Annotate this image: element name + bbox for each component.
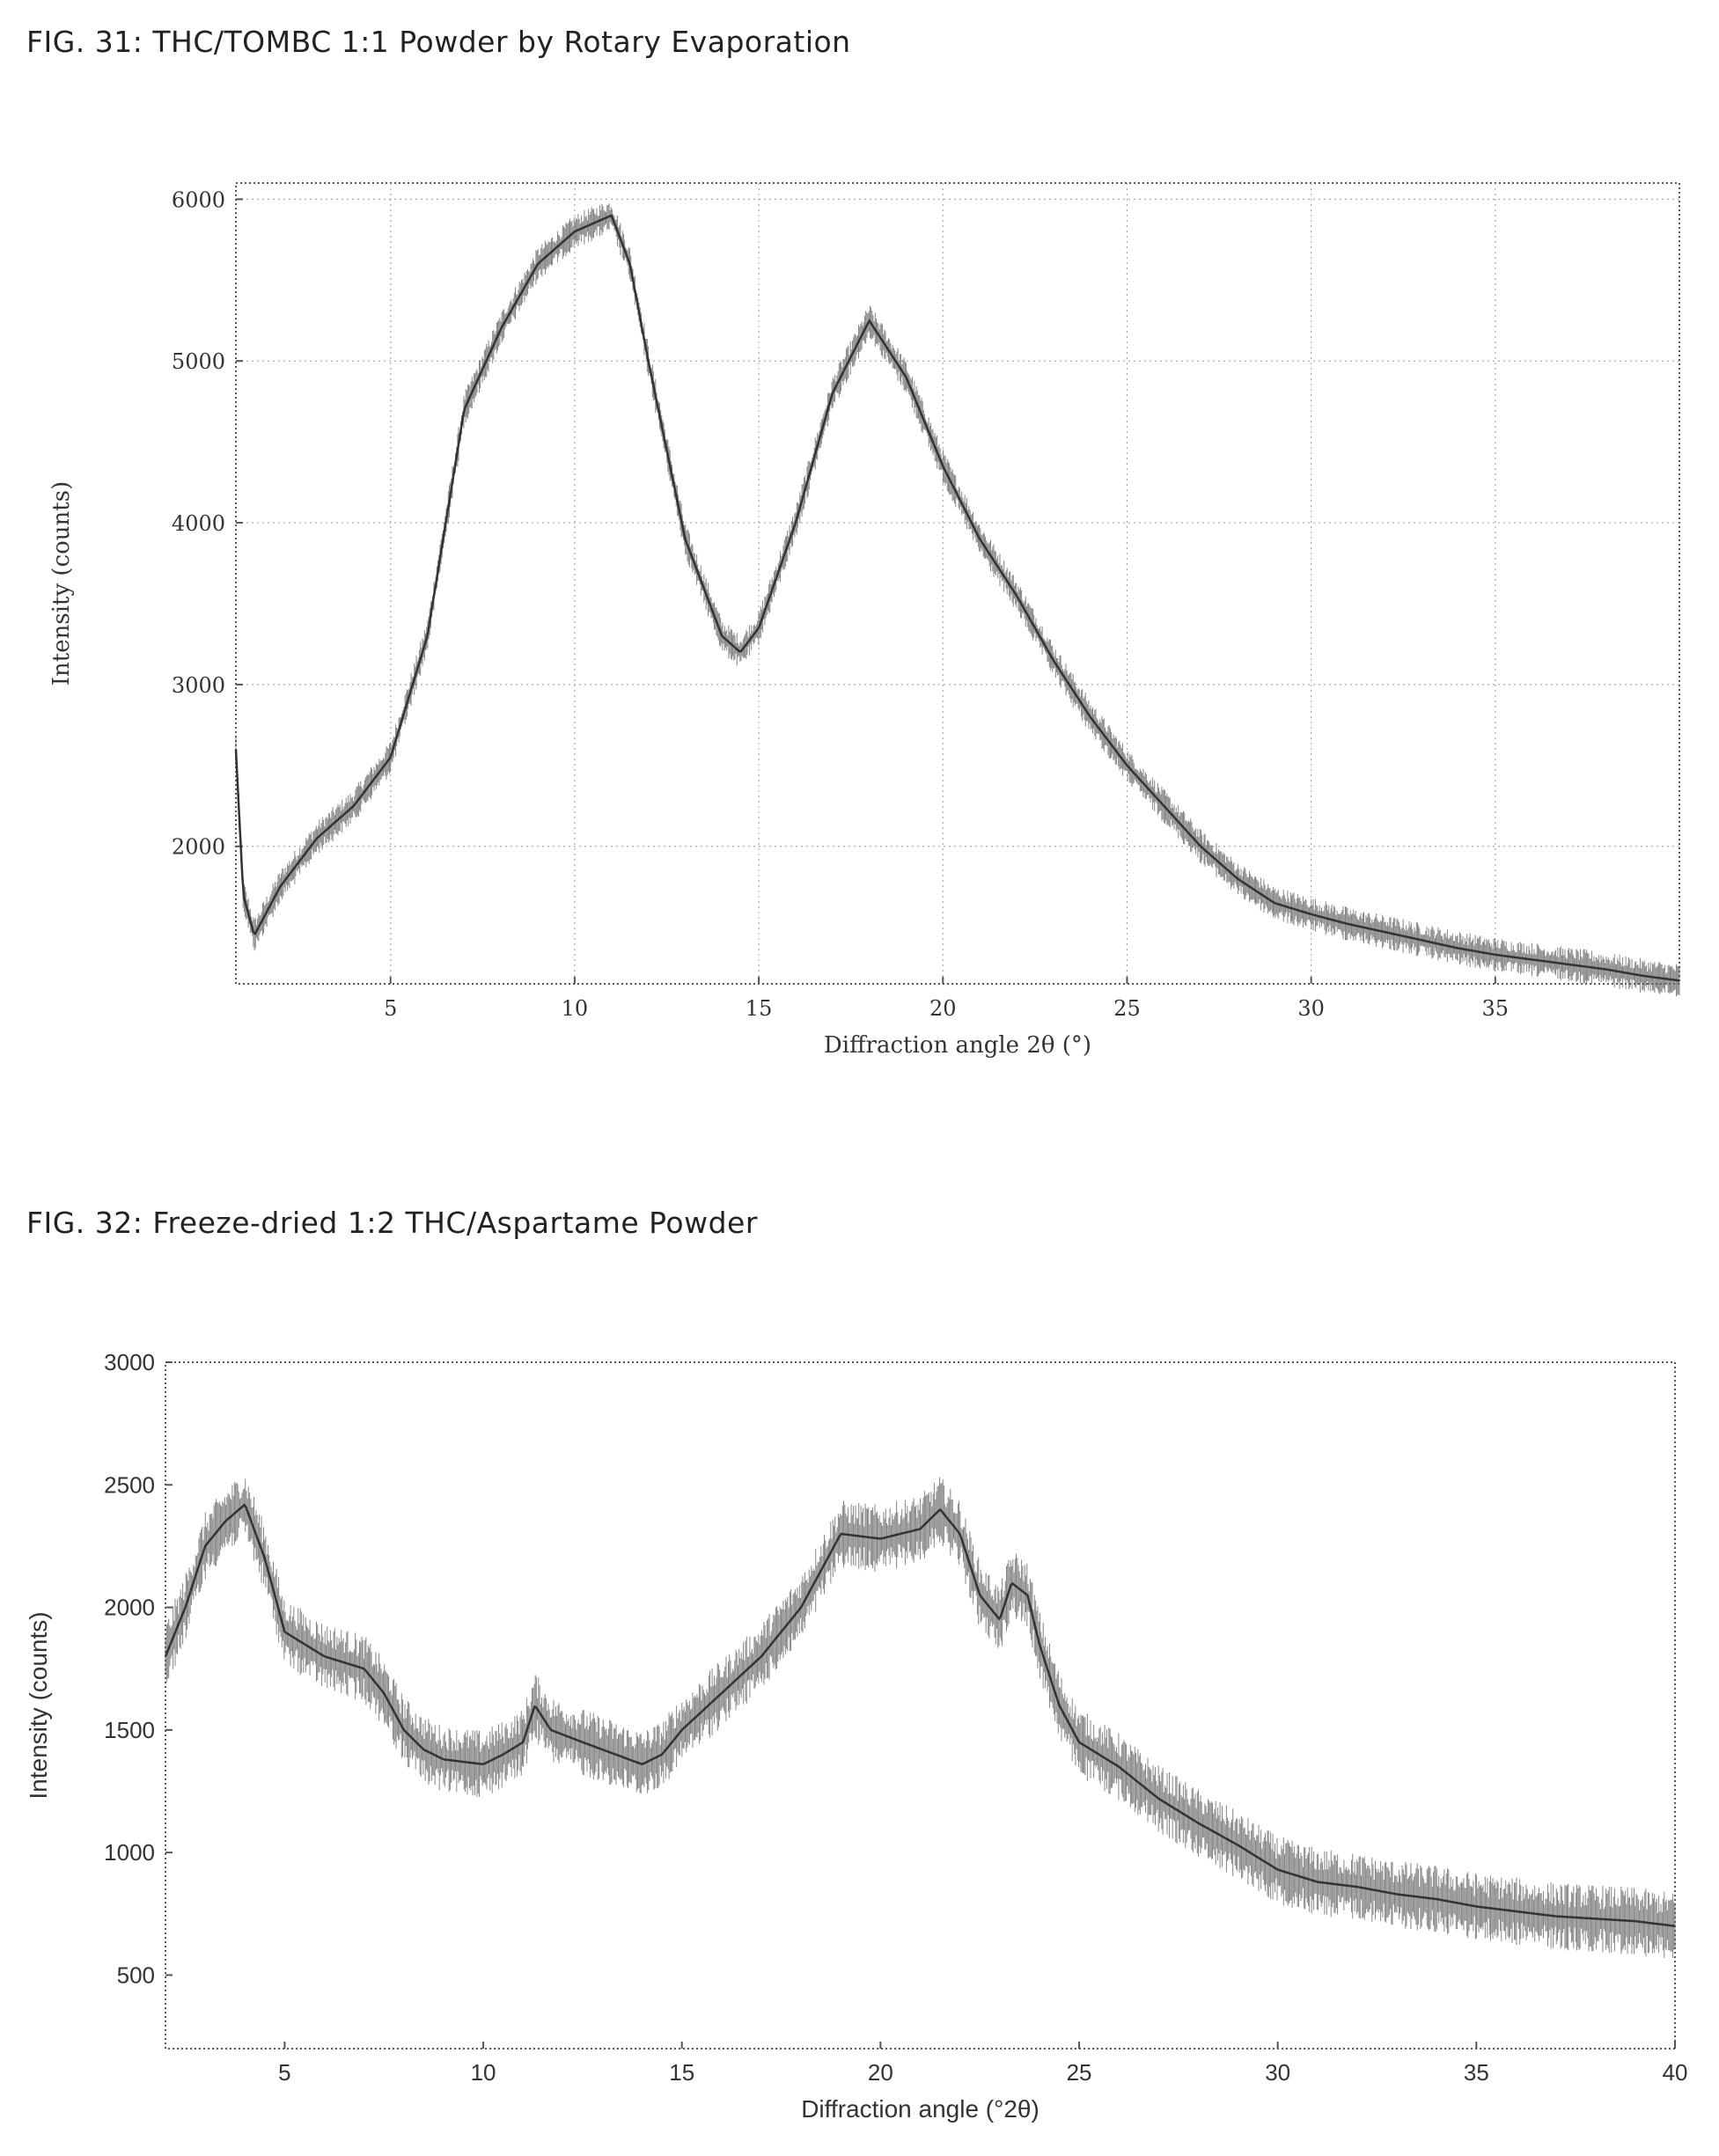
y-tick-label: 3000: [172, 673, 225, 698]
x-tick-label: 5: [278, 2059, 290, 2086]
figure-32-chart: 5 10 15 20 25 30 35 40 500 1000 1500 2000 2500 3000 Di…: [25, 1349, 1687, 2123]
x-tick-label: 25: [1113, 996, 1141, 1021]
y-axis-label: Intensity (counts): [48, 481, 75, 686]
y-tick-label: 5000: [172, 349, 225, 374]
x-tick-label: 30: [1297, 996, 1325, 1021]
x-tick-label: 5: [384, 996, 397, 1021]
x-tick-label: 20: [929, 996, 957, 1021]
x-tick-label: 30: [1265, 2059, 1290, 2086]
y-axis-label: Intensity (counts): [25, 1611, 52, 1799]
x-axis-label: Diffraction angle 2θ (°): [824, 1032, 1091, 1059]
x-tick-label: 15: [746, 996, 773, 1021]
y-tick-label: 1500: [104, 1717, 155, 1743]
figure-31-chart: 5 10 15 20 25 30 35 2000 3000 4000 5000 6000 Diffrac…: [48, 182, 1680, 1059]
series-line: [234, 214, 1680, 982]
figure-32-title: FIG. 32: Freeze-dried 1:2 THC/Aspartame …: [26, 1206, 758, 1240]
series-noise-band: [165, 1477, 1676, 1958]
x-tick-label: 35: [1482, 996, 1510, 1021]
figure-31-title: FIG. 31: THC/TOMBC 1:1 Powder by Rotary …: [26, 25, 851, 59]
x-tick-label: 40: [1663, 2059, 1688, 2086]
x-axis-label: Diffraction angle (°2θ): [801, 2095, 1039, 2123]
x-tick-label: 25: [1067, 2059, 1092, 2086]
y-tick-label: 2500: [104, 1471, 155, 1498]
y-tick-label: 2000: [104, 1595, 155, 1621]
x-tick-label: 10: [562, 996, 589, 1021]
x-tick-label: 10: [471, 2059, 496, 2086]
x-tick-label: 35: [1464, 2059, 1489, 2086]
plot-frame: [235, 182, 1680, 985]
y-tick-label: 4000: [172, 511, 225, 536]
y-tick-label: 6000: [172, 187, 225, 212]
series-noise-band: [235, 203, 1680, 997]
x-tick-label: 20: [868, 2059, 893, 2086]
y-tick-label: 2000: [172, 835, 225, 860]
series-line: [164, 1503, 1676, 1927]
plot-frame: [165, 1361, 1676, 2050]
y-tick-label: 1000: [104, 1839, 155, 1866]
y-tick-label: 500: [117, 1962, 155, 1988]
y-tick-label: 3000: [104, 1349, 155, 1375]
x-tick-label: 15: [669, 2059, 694, 2086]
